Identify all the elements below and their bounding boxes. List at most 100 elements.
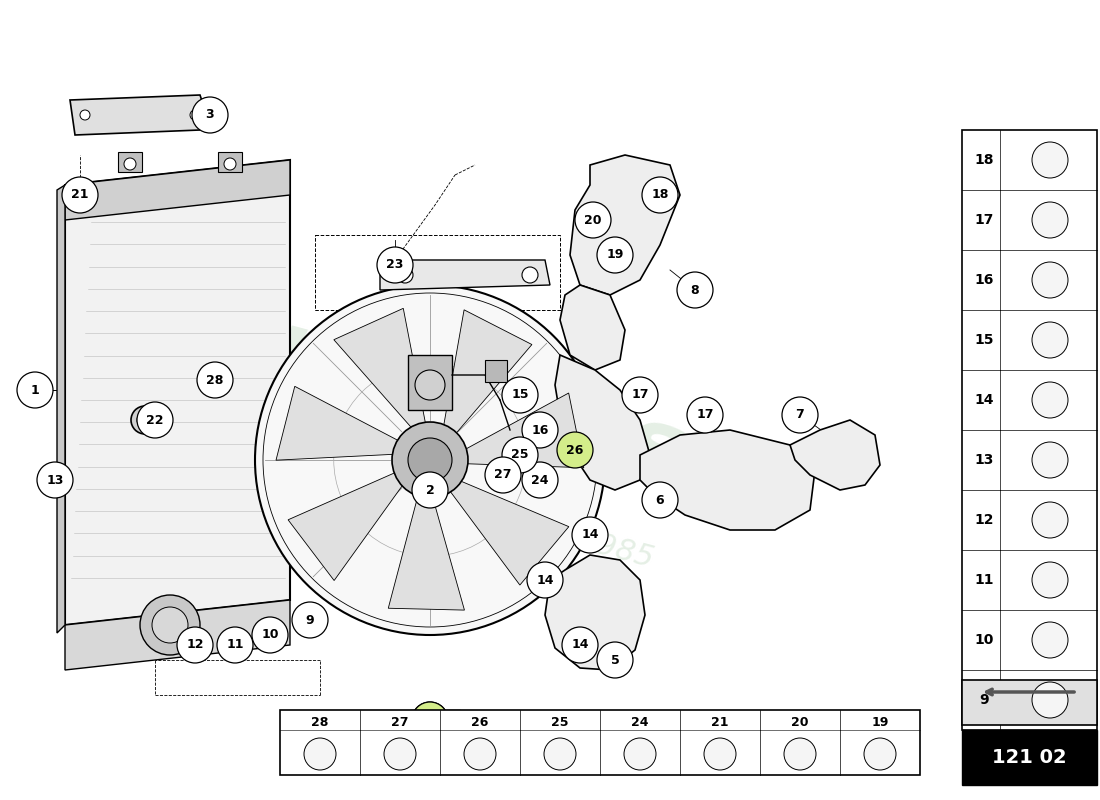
Polygon shape [640, 430, 815, 530]
Polygon shape [388, 496, 464, 610]
Circle shape [562, 627, 598, 663]
Text: 9: 9 [306, 614, 315, 626]
Text: a passion for parts since 1985: a passion for parts since 1985 [204, 426, 657, 574]
Circle shape [217, 627, 253, 663]
Polygon shape [65, 160, 290, 220]
Text: 18: 18 [975, 153, 993, 167]
Bar [410, 710, 460, 750]
Circle shape [197, 362, 233, 398]
Circle shape [224, 158, 236, 170]
Circle shape [16, 372, 53, 408]
Text: 25: 25 [551, 715, 569, 729]
Text: 12: 12 [186, 638, 204, 651]
Bar [485, 360, 507, 382]
Polygon shape [57, 185, 65, 633]
Circle shape [392, 422, 468, 498]
Circle shape [485, 457, 521, 493]
Text: 10: 10 [975, 633, 993, 647]
Text: 4: 4 [426, 714, 434, 726]
Text: 23: 23 [386, 258, 404, 271]
Circle shape [138, 402, 173, 438]
Circle shape [408, 438, 452, 482]
Bar [280, 710, 920, 775]
Circle shape [527, 562, 563, 598]
Text: 8: 8 [691, 283, 700, 297]
Polygon shape [379, 260, 550, 290]
Text: 1: 1 [31, 383, 40, 397]
Text: 21: 21 [712, 715, 728, 729]
Circle shape [688, 397, 723, 433]
Circle shape [1032, 502, 1068, 538]
Bar [118, 152, 142, 172]
Text: 26: 26 [421, 714, 439, 726]
Text: europarts: europarts [166, 278, 694, 502]
Circle shape [37, 462, 73, 498]
Circle shape [1032, 682, 1068, 718]
Circle shape [864, 738, 896, 770]
Circle shape [192, 97, 228, 133]
Text: 6: 6 [656, 494, 664, 506]
Bar [408, 355, 452, 410]
Text: 13: 13 [975, 453, 993, 467]
Circle shape [1032, 442, 1068, 478]
Text: 24: 24 [631, 715, 649, 729]
Polygon shape [451, 482, 569, 585]
Circle shape [138, 412, 153, 428]
Circle shape [544, 738, 576, 770]
Text: 9: 9 [979, 693, 989, 707]
Circle shape [642, 482, 678, 518]
Text: 26: 26 [471, 715, 488, 729]
Circle shape [624, 738, 656, 770]
Circle shape [464, 738, 496, 770]
Text: 5: 5 [610, 654, 619, 666]
Text: 16: 16 [975, 273, 993, 287]
Circle shape [131, 406, 160, 434]
Circle shape [1032, 202, 1068, 238]
Bar [962, 680, 1097, 725]
Circle shape [415, 370, 446, 400]
Polygon shape [65, 600, 290, 670]
Circle shape [412, 702, 448, 738]
Text: 24: 24 [531, 474, 549, 486]
Bar [962, 130, 1097, 730]
Text: 27: 27 [392, 715, 409, 729]
Text: 14: 14 [975, 393, 993, 407]
Text: 20: 20 [791, 715, 808, 729]
Circle shape [1032, 622, 1068, 658]
Circle shape [502, 377, 538, 413]
Text: 14: 14 [581, 529, 598, 542]
Circle shape [782, 397, 818, 433]
Circle shape [597, 642, 632, 678]
Circle shape [1032, 262, 1068, 298]
Polygon shape [556, 355, 650, 490]
Text: 3: 3 [206, 109, 214, 122]
Text: 15: 15 [975, 333, 993, 347]
Text: 17: 17 [696, 409, 714, 422]
Polygon shape [444, 310, 532, 433]
Circle shape [152, 607, 188, 643]
Text: 28: 28 [311, 715, 329, 729]
Circle shape [292, 602, 328, 638]
Polygon shape [790, 420, 880, 490]
Polygon shape [276, 386, 397, 460]
Text: 14: 14 [537, 574, 553, 586]
Circle shape [575, 202, 611, 238]
Polygon shape [544, 555, 645, 670]
Text: 27: 27 [494, 469, 512, 482]
Polygon shape [70, 95, 210, 135]
Circle shape [377, 247, 412, 283]
Circle shape [1032, 382, 1068, 418]
Circle shape [522, 412, 558, 448]
Circle shape [384, 738, 416, 770]
Text: 7: 7 [795, 409, 804, 422]
Circle shape [80, 110, 90, 120]
Text: 14: 14 [571, 638, 588, 651]
Polygon shape [65, 160, 290, 625]
Text: 17: 17 [631, 389, 649, 402]
Text: 2: 2 [426, 483, 434, 497]
Circle shape [62, 177, 98, 213]
Circle shape [412, 702, 448, 738]
Text: 121 02: 121 02 [992, 748, 1067, 767]
Polygon shape [288, 473, 403, 581]
Circle shape [1032, 142, 1068, 178]
